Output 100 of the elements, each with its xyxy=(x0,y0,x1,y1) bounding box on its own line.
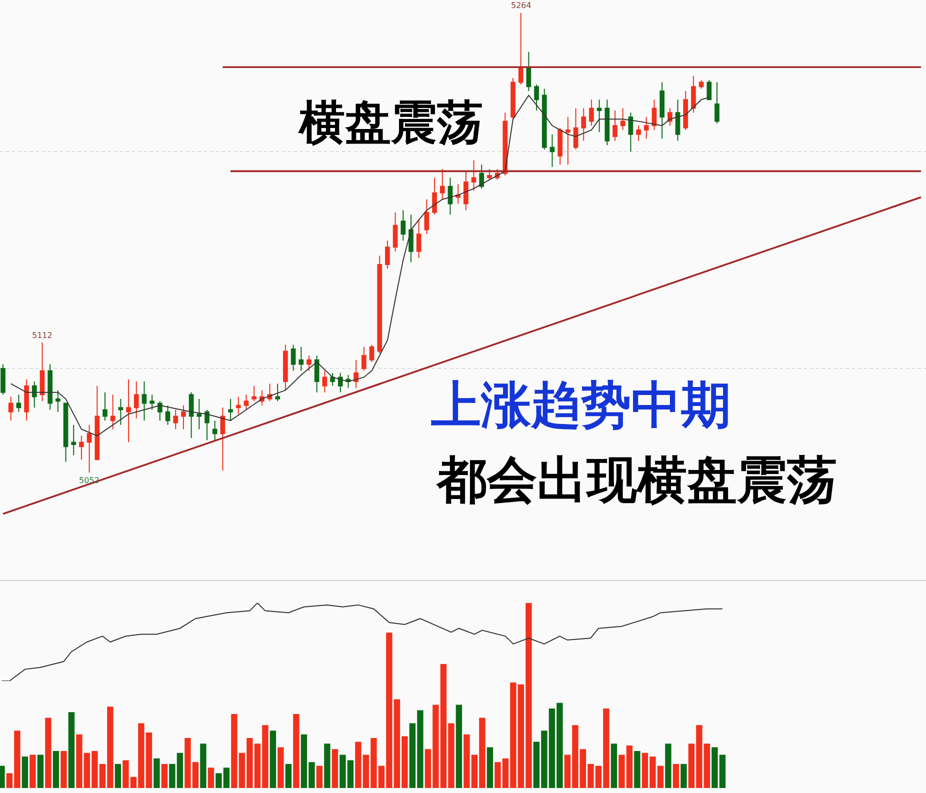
bar xyxy=(610,744,618,788)
candlestick xyxy=(94,385,100,460)
candlestick xyxy=(400,210,406,242)
candlestick xyxy=(298,346,304,372)
candlestick xyxy=(667,108,672,126)
bar xyxy=(22,756,28,788)
candlestick xyxy=(620,108,626,130)
bar xyxy=(154,758,160,788)
candlestick xyxy=(636,125,641,142)
bar xyxy=(114,764,122,788)
bar xyxy=(456,704,462,788)
candlestick xyxy=(526,51,532,92)
candlestick xyxy=(330,372,335,386)
candlestick xyxy=(290,344,296,372)
candlestick xyxy=(354,359,358,389)
candlestick xyxy=(652,99,657,130)
candlestick xyxy=(244,394,249,410)
bar xyxy=(208,768,214,788)
bar xyxy=(634,751,640,788)
candlestick xyxy=(142,381,147,422)
candlestick xyxy=(236,396,241,415)
candlestick xyxy=(573,108,578,150)
candlestick xyxy=(338,372,343,393)
candlestick xyxy=(212,420,218,441)
candlestick xyxy=(306,355,312,372)
bar xyxy=(324,744,330,788)
candlestick xyxy=(471,160,476,192)
candlestick xyxy=(110,394,116,430)
candlestick xyxy=(126,378,131,443)
candlestick xyxy=(102,392,108,422)
bar xyxy=(486,747,494,788)
candlestick xyxy=(604,99,610,146)
bar xyxy=(672,764,680,788)
candlestick xyxy=(479,164,484,190)
candlestick xyxy=(542,88,547,150)
candlestick xyxy=(558,127,562,166)
bar xyxy=(68,712,75,788)
bar xyxy=(278,747,284,788)
candlestick xyxy=(589,99,594,126)
bar xyxy=(665,744,672,788)
candlestick xyxy=(487,168,492,180)
candlestick xyxy=(173,409,178,430)
bar xyxy=(161,764,168,788)
candlestick xyxy=(424,198,430,235)
candlestick xyxy=(220,407,226,471)
candlestick xyxy=(361,346,366,372)
candlestick xyxy=(150,394,154,410)
candlestick xyxy=(252,385,256,402)
bar xyxy=(37,754,44,788)
candlestick xyxy=(416,218,422,258)
bar xyxy=(52,751,60,788)
candlestick xyxy=(644,116,649,140)
candlestick xyxy=(408,214,414,263)
candlestick xyxy=(204,409,210,441)
candlestick xyxy=(518,12,524,85)
candlestick xyxy=(448,177,453,216)
annotation: 横盘震荡 xyxy=(297,95,483,149)
candlestick xyxy=(385,240,390,270)
candlestick xyxy=(683,90,688,130)
candlestick xyxy=(534,84,539,111)
bar xyxy=(680,764,687,788)
candlestick xyxy=(612,110,618,142)
candlestick xyxy=(314,355,320,393)
candlestick xyxy=(322,370,328,393)
bar xyxy=(285,764,292,788)
candlestick xyxy=(714,82,720,124)
candlestick xyxy=(32,381,37,408)
candlestick xyxy=(392,212,398,252)
candlestick xyxy=(118,398,124,426)
bar xyxy=(30,754,36,788)
candlestick xyxy=(691,75,696,114)
candlestick xyxy=(456,184,460,204)
candlestick xyxy=(463,170,468,211)
candlestick xyxy=(56,390,60,412)
candlestick xyxy=(377,255,382,354)
candlestick xyxy=(628,112,634,152)
candlestick xyxy=(24,378,29,422)
candlestick xyxy=(369,344,374,363)
candlestick xyxy=(16,394,22,412)
candlestick xyxy=(40,342,45,402)
candlestick xyxy=(158,400,162,422)
bar xyxy=(316,766,323,788)
candlestick xyxy=(86,424,92,474)
candlestick xyxy=(63,402,68,462)
candlestick xyxy=(275,383,280,402)
annotation: 上涨趋势中期 xyxy=(430,376,731,434)
bar xyxy=(200,744,206,788)
candlestick xyxy=(502,112,508,176)
candlestick xyxy=(596,99,602,133)
candlestick xyxy=(565,116,570,166)
candlestick xyxy=(165,404,170,426)
candlestick xyxy=(228,398,233,422)
candlestick xyxy=(510,77,516,120)
candlestick xyxy=(196,398,202,430)
candlestick xyxy=(283,344,288,391)
candlestick xyxy=(550,134,555,168)
bar xyxy=(293,714,300,788)
annotation: 5264 xyxy=(511,1,532,10)
candlestick xyxy=(440,168,445,200)
bar xyxy=(60,751,67,788)
